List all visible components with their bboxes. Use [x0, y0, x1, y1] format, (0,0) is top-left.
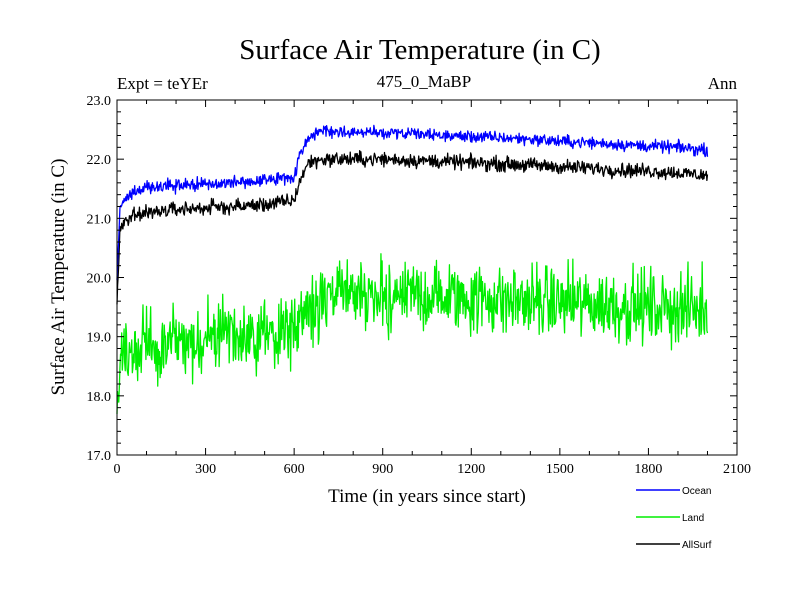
chart-title: Surface Air Temperature (in C)	[239, 34, 600, 66]
series-line-ocean	[116, 124, 709, 281]
x-tick-label: 900	[372, 462, 393, 477]
series-group	[116, 124, 709, 414]
x-tick-label: 2100	[723, 462, 751, 477]
y-tick-label: 21.0	[87, 212, 112, 227]
x-axis: 0 300 600 900 1200 1500 1800 2100	[114, 100, 751, 477]
y-tick-label: 23.0	[87, 94, 112, 109]
legend-label-land: Land	[682, 513, 704, 524]
x-tick-label: 1800	[634, 462, 662, 477]
series-line-land	[116, 253, 709, 414]
series-line-allsurf	[116, 150, 709, 305]
period-label: Ann	[708, 74, 738, 93]
legend: Ocean Land AllSurf	[636, 486, 712, 551]
y-tick-label: 20.0	[87, 272, 112, 287]
x-tick-label: 1500	[546, 462, 574, 477]
x-tick-label: 300	[195, 462, 216, 477]
x-tick-label: 600	[284, 462, 305, 477]
x-tick-label: 1200	[457, 462, 485, 477]
y-tick-label: 18.0	[87, 390, 112, 405]
chart-subtitle: 475_0_MaBP	[377, 72, 471, 91]
y-axis: 17.0 18.0 19.0 20.0 21.0 22.0 23.0	[87, 94, 737, 464]
legend-label-allsurf: AllSurf	[682, 540, 712, 551]
y-axis-label: Surface Air Temperature (in C)	[48, 159, 69, 396]
legend-label-ocean: Ocean	[682, 486, 711, 497]
x-axis-label: Time (in years since start)	[328, 486, 526, 507]
y-tick-label: 22.0	[87, 153, 112, 168]
experiment-label: Expt = teYEr	[117, 74, 208, 93]
x-tick-label: 0	[114, 462, 121, 477]
y-tick-label: 19.0	[87, 331, 112, 346]
y-tick-label: 17.0	[87, 449, 112, 464]
